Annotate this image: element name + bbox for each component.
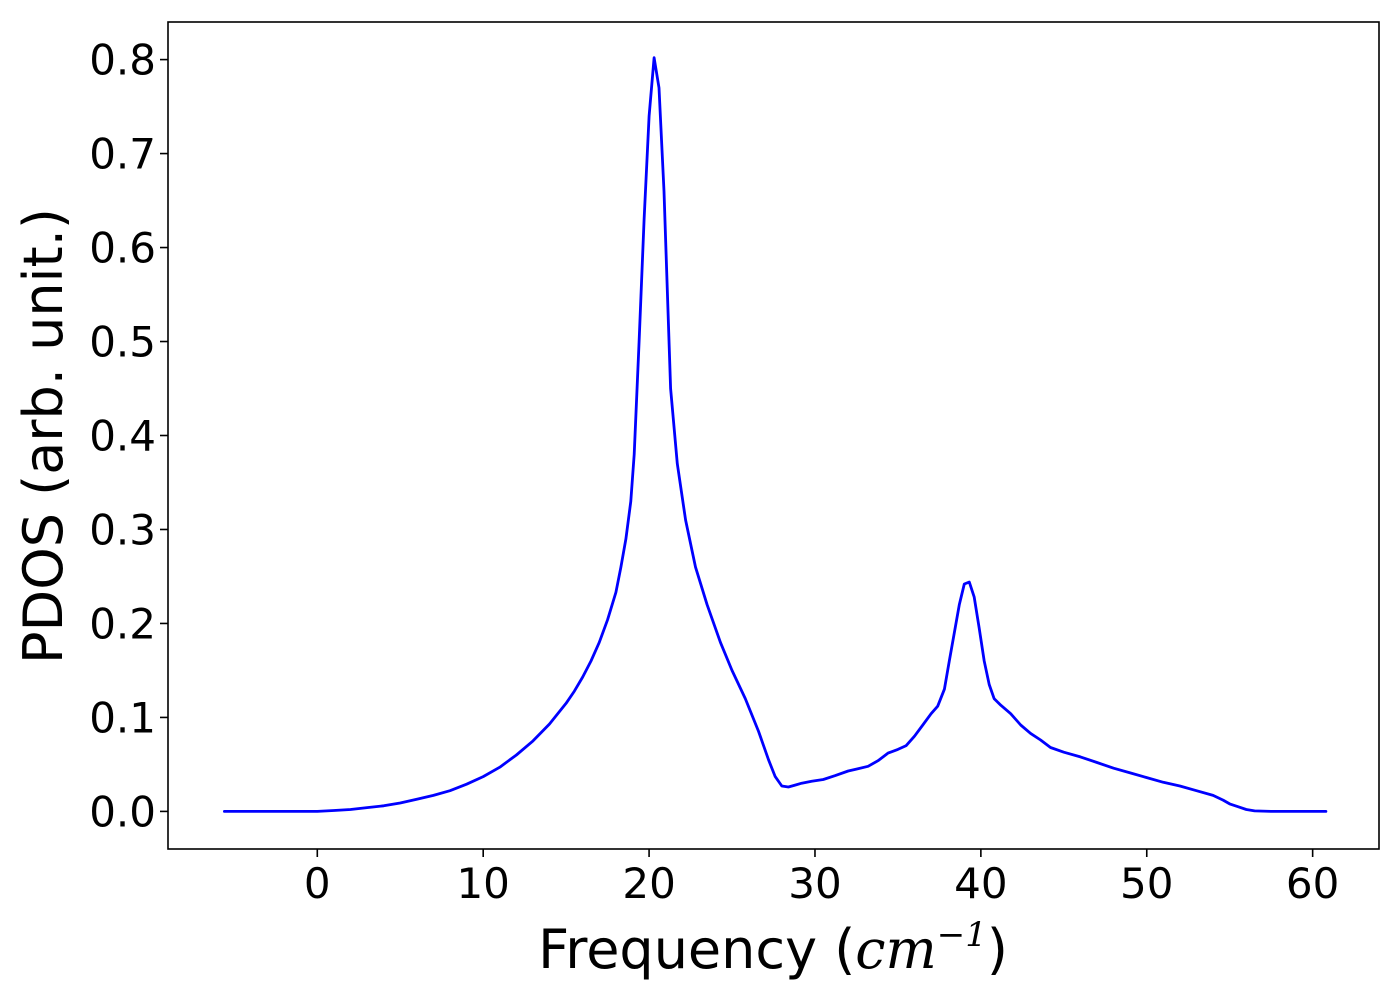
plot-area xyxy=(222,56,1328,813)
y-tick-label: 0.5 xyxy=(89,318,156,367)
y-tick-label: 0.7 xyxy=(89,130,156,179)
x-tick-label: 0 xyxy=(304,859,331,908)
y-tick-label: 0.0 xyxy=(89,787,156,836)
x-tick-label: 20 xyxy=(622,859,675,908)
y-tick-label: 0.2 xyxy=(89,599,156,648)
y-tick-label: 0.8 xyxy=(89,36,156,85)
x-tick-label: 30 xyxy=(788,859,841,908)
x-axis-label-prefix: Frequency ( xyxy=(538,918,855,981)
x-tick-label: 40 xyxy=(954,859,1007,908)
x-tick-label: 10 xyxy=(456,859,509,908)
y-axis-label: PDOS (arb. unit.) xyxy=(12,208,75,664)
axis-ticks: 0 10 20 30 40 50 60 0.0 0.1 0.2 0.3 0.4 0.5 0.6 0.7 0.8 xyxy=(89,36,1339,908)
x-axis-label-suffix: ) xyxy=(987,918,1008,981)
y-tick-label: 0.4 xyxy=(89,412,156,461)
pdos-series-line xyxy=(222,56,1328,813)
y-tick-label: 0.1 xyxy=(89,693,156,742)
y-tick-label: 0.6 xyxy=(89,224,156,273)
x-axis-label-exponent: −1 xyxy=(937,915,987,955)
axes-frame xyxy=(167,21,1380,850)
x-tick-label: 50 xyxy=(1120,859,1173,908)
x-tick-label: 60 xyxy=(1286,859,1339,908)
y-tick-label: 0.3 xyxy=(89,505,156,554)
x-axis-label-unit: cm xyxy=(855,918,936,981)
x-axis-label: Frequency (cm−1) xyxy=(538,915,1008,981)
